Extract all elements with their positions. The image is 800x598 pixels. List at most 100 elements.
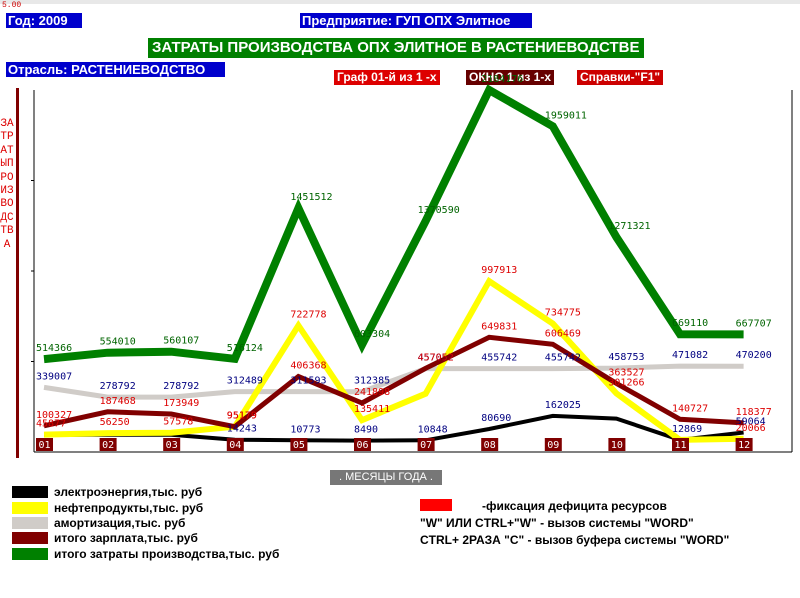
data-label-salary-06: 241898 [354, 387, 390, 398]
data-label-amortization-01: 339007 [36, 371, 72, 382]
x-tick-box-06 [354, 438, 371, 451]
data-label-salary-09: 606469 [545, 328, 581, 339]
data-label-fuel-09: 734775 [545, 308, 581, 319]
series-line-electricity [44, 413, 744, 443]
legend-text-amortization: амортизация,тыс. руб [54, 516, 186, 530]
data-label-electricity-07: 10848 [418, 424, 448, 435]
x-tick-box-12 [735, 438, 753, 451]
x-tick-box-09 [544, 438, 562, 451]
data-label-electricity-05: 10773 [290, 424, 320, 435]
legend-swatch-amortization [12, 517, 48, 529]
data-label-amortization-12: 470200 [736, 350, 772, 361]
x-tick-label-05: 05 [293, 440, 305, 451]
x-tick-label-07: 07 [420, 440, 432, 451]
vertical-axis-bar [16, 88, 19, 458]
x-tick-label-08: 08 [484, 440, 496, 451]
data-label-total-06: 603304 [354, 329, 390, 340]
x-tick-box-03 [163, 438, 181, 451]
data-label-salary-11: 140727 [672, 403, 708, 414]
x-axis-label: . МЕСЯЦЫ ГОДА . [330, 470, 442, 485]
help-button[interactable]: Справки-"F1" [577, 70, 664, 85]
data-label-total-12: 667707 [736, 318, 772, 329]
x-tick-box-01 [36, 438, 53, 451]
data-label-salary-02: 187468 [100, 396, 136, 407]
x-tick-label-06: 06 [356, 440, 368, 451]
x-tick-label-09: 09 [547, 440, 559, 451]
x-tick-label-04: 04 [229, 440, 241, 451]
x-tick-label-10: 10 [611, 440, 623, 451]
data-label-salary-12: 118377 [736, 407, 772, 418]
data-label-amortization-06: 312385 [354, 376, 390, 387]
data-label-total-08: 2184176 [481, 74, 523, 85]
graph-switch-button[interactable]: Граф 01-й из 1 -х [334, 70, 440, 85]
window-switch-button[interactable]: ОКНО 1 из 1-х [466, 70, 555, 85]
data-label-amortization-04: 312489 [227, 376, 263, 387]
data-label-electricity-06: 8490 [354, 425, 378, 436]
data-label-amortization-05: 311593 [290, 376, 326, 387]
x-tick-box-08 [481, 438, 499, 451]
legend-swatch-electricity [12, 486, 48, 498]
series-line-fuel [43, 276, 744, 443]
series-line-total [43, 84, 744, 364]
data-label-salary-01: 100327 [36, 410, 72, 421]
series-line-amortization [43, 363, 744, 400]
data-label-fuel-06: 135411 [354, 404, 390, 415]
x-tick-label-12: 12 [738, 440, 750, 451]
legend-swatch-total [12, 548, 48, 560]
data-label-amortization-02: 278792 [100, 381, 136, 392]
industry-label: Отрасль: РАСТЕНИЕВОДСТВО [6, 62, 226, 77]
data-label-amortization-07: 457052 [418, 353, 454, 364]
data-label-fuel-05: 722778 [290, 310, 326, 321]
data-label-salary-07: 457052 [418, 352, 454, 363]
data-label-salary-05: 406368 [290, 361, 326, 372]
legend-swatch-salary [12, 532, 48, 544]
x-tick-label-03: 03 [166, 440, 178, 451]
data-label-amortization-09: 455742 [545, 353, 581, 364]
data-label-total-09: 1959011 [545, 110, 587, 121]
data-label-amortization-08: 455742 [481, 353, 517, 364]
data-label-fuel-08: 997913 [481, 265, 517, 276]
x-tick-box-10 [608, 438, 626, 451]
data-label-total-02: 554010 [100, 337, 136, 348]
vertical-axis-title: ЗАТРАТЫПРОИЗВОДСТВА [0, 118, 14, 251]
data-label-total-07: 1370590 [418, 205, 460, 216]
data-label-salary-03: 173949 [163, 398, 199, 409]
data-labels: 14243 10773 8490 10848 80690 162025 12869 59064… [36, 74, 772, 436]
x-tick-labels: 01 02 03 04 05 06 07 08 09 10 11 12 [36, 438, 753, 451]
data-label-amortization-11: 471082 [672, 350, 708, 361]
x-tick-label-02: 02 [102, 440, 114, 451]
data-label-total-05: 1451512 [290, 192, 332, 203]
data-label-electricity-11: 12869 [672, 424, 702, 435]
data-label-electricity-09: 162025 [545, 400, 581, 411]
data-label-total-03: 560107 [163, 336, 199, 347]
window-top-strip [0, 0, 800, 4]
deficit-note: -фиксация дефицита ресурсов [482, 499, 667, 513]
data-label-fuel-03: 57578 [163, 417, 193, 428]
buffer-shortcut-note: CTRL+ 2РАЗА "C" - вызов буфера системы "… [420, 533, 730, 547]
legend-text-fuel: нефтепродукты,тыс. руб [54, 501, 204, 515]
x-tick-label-01: 01 [38, 440, 50, 451]
data-label-electricity-04: 14243 [227, 424, 257, 435]
data-label-total-11: 669110 [672, 318, 708, 329]
series-lines [43, 84, 744, 443]
data-label-fuel-01: 45877 [36, 419, 66, 430]
x-tick-label-11: 11 [674, 440, 686, 451]
year-label: Год: 2009 [6, 13, 82, 28]
data-label-electricity-08: 80690 [481, 413, 511, 424]
legend-swatch-fuel [12, 502, 48, 514]
company-label: Предприятие: ГУП ОПХ Элитное [300, 13, 533, 28]
corner-value: 5.00 [2, 1, 22, 10]
word-shortcut-note: "W" ИЛИ CTRL+"W" - вызов системы "WORD" [420, 516, 694, 530]
x-tick-box-04 [226, 438, 244, 451]
data-label-total-01: 514366 [36, 343, 72, 354]
x-tick-box-07 [417, 438, 435, 451]
data-label-salary-10: 363527 [608, 367, 644, 378]
data-label-fuel-04: 95179 [227, 411, 257, 422]
deficit-swatch [420, 499, 452, 511]
data-label-fuel-10: 301266 [608, 377, 644, 388]
legend-text-total: итого затраты производства,тыс. руб [54, 547, 280, 561]
legend-text-electricity: электроэнергия,тыс. руб [54, 485, 203, 499]
chart-frame [31, 90, 793, 453]
data-label-salary-08: 649831 [481, 321, 517, 332]
